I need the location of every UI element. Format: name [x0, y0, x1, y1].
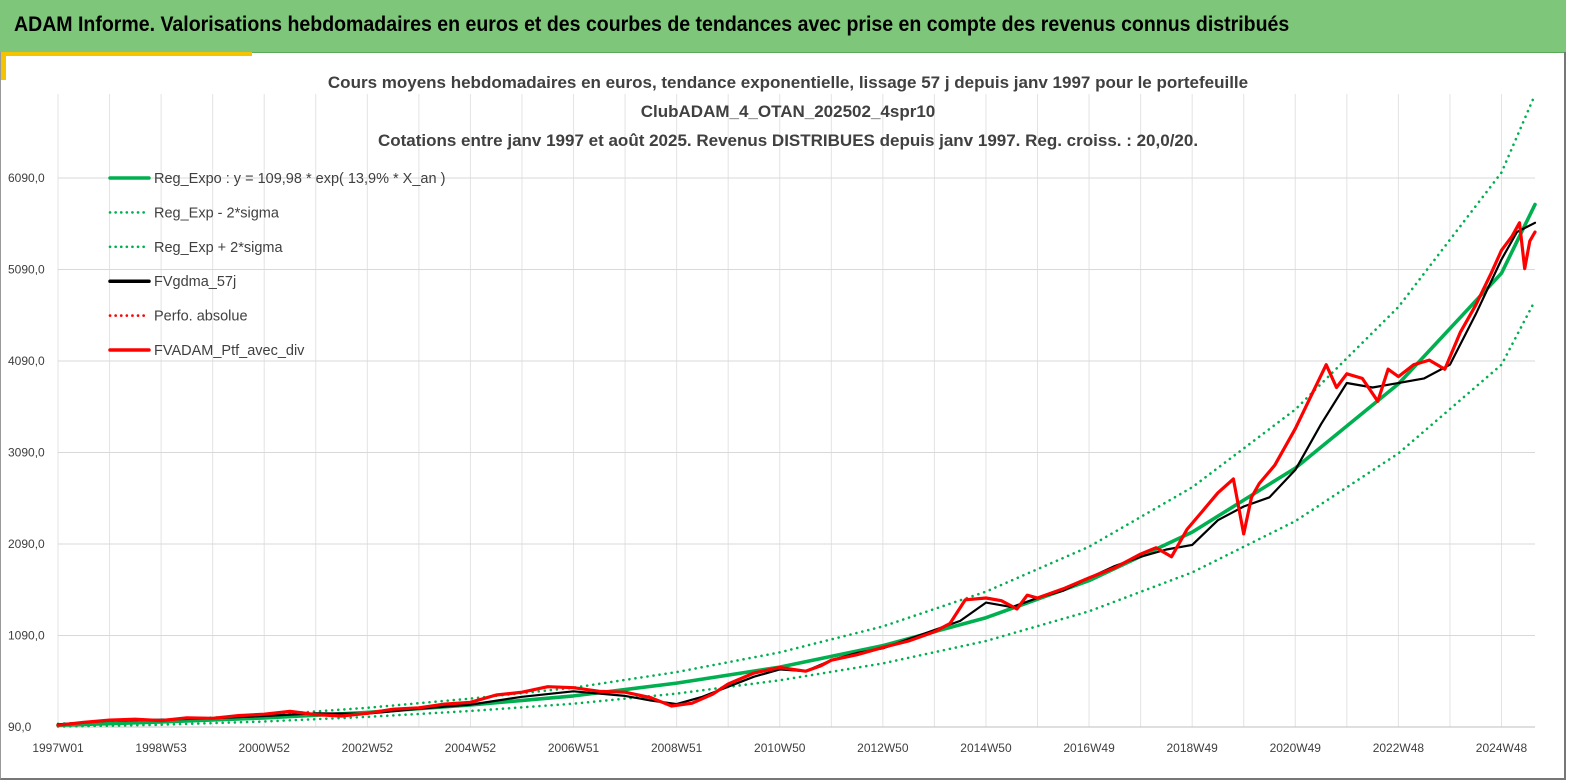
x-tick-label: 2012W50	[857, 741, 909, 755]
legend-item: FVgdma_57j	[108, 274, 236, 290]
series	[56, 93, 1537, 728]
y-tick-label: 90,0	[8, 720, 32, 734]
y-tick-label: 2090,0	[8, 537, 45, 551]
x-tick-label: 2006W51	[548, 741, 600, 755]
accent-bar	[0, 52, 252, 56]
x-tick-label: 2018W49	[1166, 741, 1218, 755]
banner-title: ADAM Informe. Valorisations hebdomadaire…	[14, 13, 1290, 36]
x-tick-label: 2024W48	[1476, 741, 1528, 755]
legend: Reg_Expo : y = 109,98 * exp( 13,9% * X_a…	[108, 171, 445, 359]
tick-labels: 1997W01 1998W53 2000W52 2002W52 2004W52 2006W…	[8, 171, 1527, 755]
legend-item: Perfo. absolue	[108, 309, 248, 325]
y-tick-label: 4090,0	[8, 354, 45, 368]
series-line-1	[56, 299, 1537, 728]
legend-label: Reg_Exp - 2*sigma	[154, 205, 280, 221]
legend-item: Reg_Expo : y = 109,98 * exp( 13,9% * X_a…	[108, 171, 445, 187]
x-tick-label: 1998W53	[135, 741, 187, 755]
legend-label: FVADAM_Ptf_avec_div	[154, 343, 305, 359]
y-tick-label: 1090,0	[8, 629, 45, 643]
legend-item: FVADAM_Ptf_avec_div	[108, 343, 305, 359]
chart-title-line-1: Cours moyens hebdomadaires en euros, ten…	[328, 73, 1248, 92]
accent-bar-left	[0, 52, 6, 80]
chart-title-line-2: ClubADAM_4_OTAN_202502_4spr10	[641, 102, 935, 121]
legend-item: Reg_Exp + 2*sigma	[108, 240, 283, 256]
page-banner: ADAM Informe. Valorisations hebdomadaire…	[0, 0, 1566, 53]
x-tick-label: 2002W52	[342, 741, 394, 755]
legend-label: Reg_Expo : y = 109,98 * exp( 13,9% * X_a…	[154, 171, 445, 187]
x-tick-label: 2010W50	[754, 741, 806, 755]
y-tick-label: 3090,0	[8, 446, 45, 460]
y-tick-label: 5090,0	[8, 263, 45, 277]
x-tick-label: 2022W48	[1373, 741, 1425, 755]
series-line-2	[56, 93, 1537, 726]
legend-label: Perfo. absolue	[154, 309, 248, 325]
chart-frame	[0, 52, 1566, 780]
x-tick-label: 2008W51	[651, 741, 703, 755]
grid	[57, 94, 1535, 728]
x-tick-label: 2014W50	[960, 741, 1012, 755]
legend-item: Reg_Exp - 2*sigma	[108, 205, 280, 221]
chart-title: Cours moyens hebdomadaires en euros, ten…	[328, 73, 1248, 150]
x-tick-label: 2020W49	[1270, 741, 1322, 755]
y-tick-label: 6090,0	[8, 171, 45, 185]
legend-label: FVgdma_57j	[154, 274, 236, 290]
x-tick-label: 2000W52	[239, 741, 291, 755]
x-tick-label: 1997W01	[32, 741, 84, 755]
series-line-4	[56, 221, 1537, 727]
legend-label: Reg_Exp + 2*sigma	[154, 240, 283, 256]
x-tick-label: 2016W49	[1063, 741, 1115, 755]
chart-title-line-3: Cotations entre janv 1997 et août 2025. …	[378, 131, 1198, 150]
x-tick-label: 2004W52	[445, 741, 497, 755]
